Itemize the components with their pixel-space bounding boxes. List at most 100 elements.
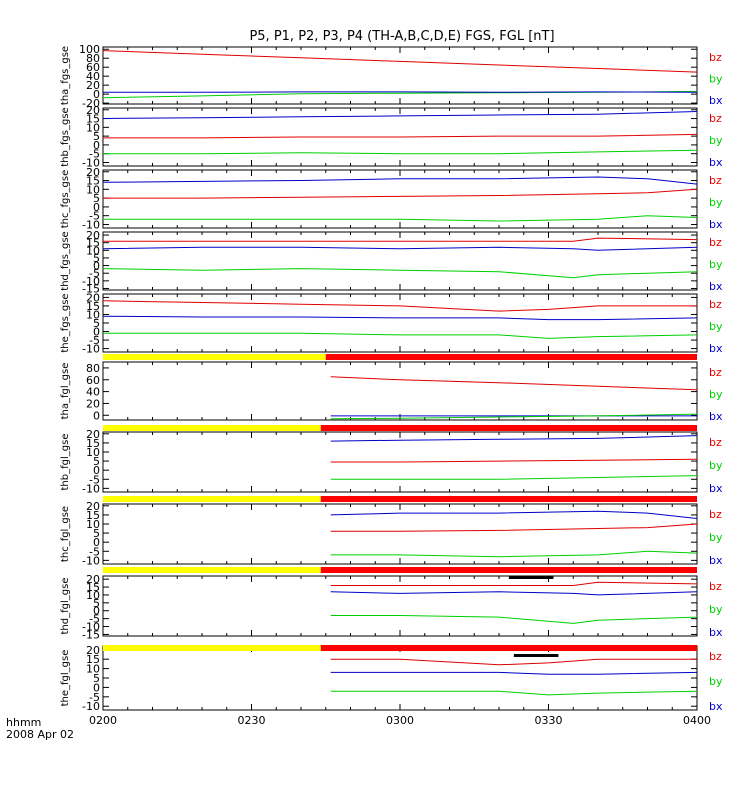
- y-tick-label: 100: [79, 43, 100, 56]
- y-tick-label: -5: [89, 613, 100, 626]
- y-tick-label: -5: [89, 334, 100, 347]
- series-line-bz: [330, 376, 698, 391]
- series-line-bx: [330, 671, 698, 675]
- y-tick-label: 15: [86, 581, 100, 594]
- y-tick-label: 0: [93, 409, 100, 422]
- series-line-by: [330, 413, 698, 420]
- y-tick-label: 20: [86, 291, 100, 304]
- y-tick-label: 80: [86, 362, 100, 375]
- legend-bz: bz: [709, 51, 722, 64]
- y-tick-label: -10: [82, 621, 100, 634]
- legend-bz: bz: [709, 112, 722, 125]
- y-tick-label: -10: [82, 218, 100, 231]
- legend-bx: bx: [709, 700, 723, 713]
- panel-ylabel-9: the_fgl_gse: [60, 650, 71, 707]
- x-tick-label: 0330: [535, 714, 563, 727]
- legend-by: by: [709, 196, 723, 209]
- series-line-bz: [102, 300, 697, 312]
- x-tick-label: 0400: [683, 714, 711, 727]
- y-tick-label: 10: [86, 121, 100, 134]
- y-tick-label: 40: [86, 386, 100, 399]
- mode-bar-red: [320, 645, 697, 651]
- y-tick-label: 0: [93, 326, 100, 339]
- series-line-by: [330, 475, 698, 480]
- legend-bx: bx: [709, 626, 723, 639]
- legend-by: by: [709, 531, 723, 544]
- y-tick-label: -5: [89, 473, 100, 486]
- y-tick-label: 20: [86, 428, 100, 441]
- y-tick-label: 15: [86, 237, 100, 250]
- legend-bx: bx: [709, 280, 723, 293]
- y-tick-label: 20: [86, 229, 100, 242]
- legend-bx: bx: [709, 218, 723, 231]
- y-tick-label: -20: [82, 97, 100, 110]
- y-tick-label: 0: [93, 88, 100, 101]
- panel-ylabel-5: tha_fgl_gse: [60, 363, 71, 420]
- mode-bar-yellow: [103, 645, 321, 651]
- legend-bz: bz: [709, 436, 722, 449]
- y-tick-label: 15: [86, 300, 100, 313]
- y-tick-label: 15: [86, 175, 100, 188]
- series-line-bz: [102, 50, 698, 73]
- mode-bar-mark: [513, 654, 559, 657]
- legend-bz: bz: [709, 508, 722, 521]
- y-tick-label: 20: [86, 104, 100, 117]
- mode-bar-yellow: [103, 567, 321, 573]
- legend-bx: bx: [709, 410, 723, 423]
- y-tick-label: -10: [82, 275, 100, 288]
- y-tick-label: 60: [86, 374, 100, 387]
- series-line-bx: [102, 111, 698, 119]
- legend-bx: bx: [709, 94, 723, 107]
- mode-bar-yellow: [103, 354, 326, 360]
- y-tick-label: 5: [93, 672, 100, 685]
- series-line-by: [330, 615, 698, 624]
- y-tick-label: 0: [93, 681, 100, 694]
- y-tick-label: 20: [86, 573, 100, 586]
- y-tick-label: 5: [93, 317, 100, 330]
- series-line-bz: [330, 581, 698, 586]
- y-tick-label: -10: [82, 482, 100, 495]
- series-line-bx: [330, 510, 698, 519]
- legend-bz: bz: [709, 236, 722, 249]
- panel-ylabel-2: thc_fgs_gse: [60, 170, 71, 229]
- y-tick-label: 15: [86, 509, 100, 522]
- y-tick-label: -15: [82, 282, 100, 295]
- x-corner-label-1: 2008 Apr 02: [6, 728, 74, 741]
- y-tick-label: 0: [93, 201, 100, 214]
- panel-ylabel-7: thc_fgl_gse: [60, 506, 71, 562]
- series-line-by: [103, 215, 698, 222]
- panel-ylabel-3: thd_fgs_gse: [60, 231, 71, 290]
- panel-ylabel-6: thb_fgl_gse: [60, 434, 71, 491]
- y-tick-label: 10: [86, 183, 100, 196]
- chart-title: P5, P1, P2, P3, P4 (TH-A,B,C,D,E) FGS, F…: [249, 29, 554, 44]
- y-tick-label: 10: [86, 518, 100, 531]
- legend-bz: bz: [709, 366, 722, 379]
- y-tick-label: 5: [93, 597, 100, 610]
- y-tick-label: 15: [86, 653, 100, 666]
- panel-ylabel-4: the_fgs_gse: [60, 293, 71, 352]
- y-tick-label: 10: [86, 244, 100, 257]
- legend-bz: bz: [709, 298, 722, 311]
- mode-bar-yellow: [103, 496, 321, 502]
- y-tick-label: 10: [86, 589, 100, 602]
- legend-by: by: [709, 134, 723, 147]
- mode-bar-yellow: [103, 425, 321, 431]
- x-corner-label-0: hhmm: [6, 716, 41, 729]
- series-line-by: [330, 690, 698, 696]
- series-line-bx: [102, 315, 698, 321]
- series-line-bz: [103, 133, 698, 139]
- legend-bx: bx: [709, 342, 723, 355]
- series-line-by: [103, 332, 698, 339]
- y-tick-label: 20: [86, 644, 100, 657]
- legend-by: by: [709, 675, 723, 688]
- series-line-bz: [103, 237, 698, 242]
- y-tick-label: 0: [93, 464, 100, 477]
